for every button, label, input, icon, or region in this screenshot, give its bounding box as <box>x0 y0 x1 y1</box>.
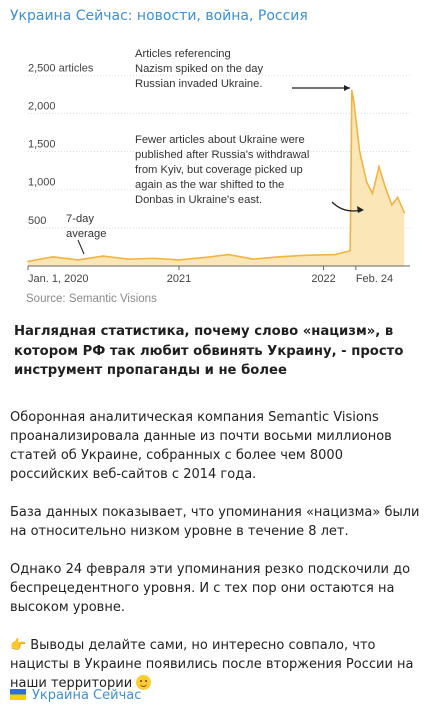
data-point <box>365 181 368 183</box>
data-point <box>351 89 353 92</box>
chart-source: Source: Semantic Visions <box>26 293 157 305</box>
annotation-donbas: Fewer articles about Ukraine were publish… <box>135 134 309 206</box>
paragraph-3: Однако 24 февраля эти упоминания резко п… <box>10 562 411 615</box>
smile-icon <box>136 675 152 690</box>
data-point <box>252 258 255 260</box>
y-tick-label: 2,500 articles <box>28 62 94 74</box>
x-tick-label: Feb. 24 <box>356 273 393 285</box>
post-caption: Наглядная статистика, почему слово «наци… <box>14 324 404 378</box>
data-point <box>349 249 351 252</box>
arrowhead-donbas <box>357 206 364 213</box>
y-tick-label: 1,000 <box>28 177 56 189</box>
x-tick-label: 2022 <box>311 273 335 285</box>
data-point <box>77 259 79 261</box>
nazism-articles-chart: 2,500 articles 2,000 1,500 1,000 500 Jan. 1,… <box>26 48 410 305</box>
data-point <box>403 211 406 214</box>
series-line <box>27 90 405 263</box>
x-tick-label: Jan. 1, 2020 <box>28 273 89 285</box>
data-point <box>278 256 281 258</box>
annotation-average: 7-day average <box>66 213 106 240</box>
annotation-spike: Articles referencing Nazism spiked on the… <box>135 48 264 90</box>
data-point <box>153 257 155 260</box>
channel-title[interactable]: Украина Сейчас: новости, война, Россия <box>10 8 308 24</box>
data-point <box>353 101 355 103</box>
y-tick-label: 1,500 <box>28 139 56 151</box>
paragraph-4: 👉 Выводы делайте сами, но интересно совпа… <box>10 636 424 693</box>
chart-image[interactable]: 2,500 articles 2,000 1,500 1,000 500 Jan. 1,… <box>0 30 432 390</box>
data-point <box>51 256 54 258</box>
data-point <box>303 254 306 257</box>
data-point <box>396 196 399 199</box>
data-point <box>102 255 104 257</box>
channel-signature-link[interactable]: Украина Сейчас <box>10 688 141 703</box>
data-point <box>384 185 386 187</box>
y-tick-label: 500 <box>28 215 46 227</box>
arrowhead-spike <box>344 85 350 91</box>
data-point <box>227 253 230 256</box>
y-tick-label: 2,000 <box>28 100 56 112</box>
data-point <box>378 166 380 168</box>
signature-text: Украина Сейчас <box>32 688 142 703</box>
arrow-average <box>77 239 85 255</box>
post-body: Оборонная аналитическая компания Semanti… <box>10 408 424 712</box>
ukraine-flag-icon <box>10 689 26 700</box>
pointing-hand-icon: 👉 <box>10 638 27 653</box>
data-point <box>178 259 180 261</box>
data-point <box>371 192 374 195</box>
data-point <box>202 256 205 259</box>
data-point <box>27 260 29 263</box>
series-area <box>28 90 405 266</box>
data-point <box>358 150 361 153</box>
data-point <box>334 253 337 256</box>
paragraph-1: Оборонная аналитическая компания Semanti… <box>10 410 392 482</box>
data-point <box>127 258 130 260</box>
data-point <box>391 204 393 206</box>
x-tick-label: 2021 <box>167 273 191 285</box>
paragraph-2: База данных показывает, что упоминания «… <box>10 505 420 539</box>
paragraph-4-text: Выводы делайте сами, но интересно совпал… <box>10 638 414 691</box>
